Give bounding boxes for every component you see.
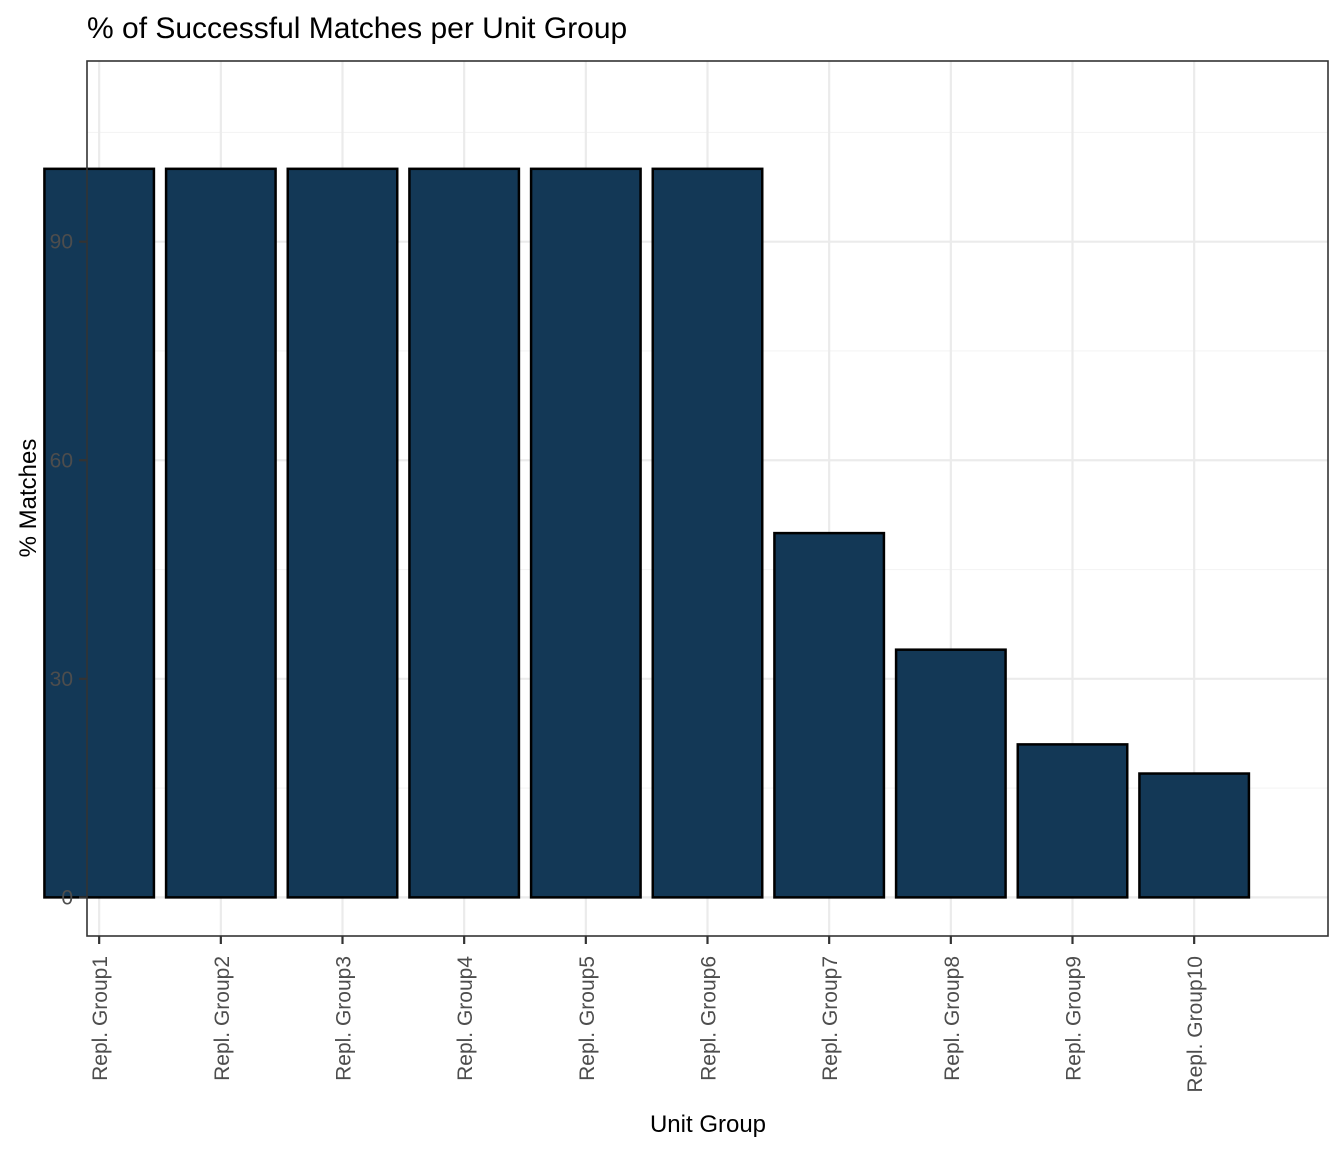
y-tick-label: 0 <box>61 886 73 909</box>
bar-9 <box>1016 743 1129 899</box>
x-tick-label: Repl. Group4 <box>454 956 477 1081</box>
bar-2 <box>164 167 277 899</box>
bar-6 <box>651 167 764 899</box>
bar-8 <box>894 648 1007 899</box>
y-axis-title: % Matches <box>15 439 42 558</box>
x-axis: Repl. Group1 Repl. Group2 Repl. Group3 Repl… <box>89 936 1207 1093</box>
x-tick-label: Repl. Group8 <box>941 956 964 1081</box>
x-tick-label: Repl. Group7 <box>819 956 842 1081</box>
y-tick-label: 60 <box>50 449 73 472</box>
bar-10 <box>1138 772 1251 899</box>
bar-5 <box>529 167 642 899</box>
x-tick-label: Repl. Group1 <box>89 956 112 1081</box>
x-tick-label: Repl. Group10 <box>1184 956 1207 1093</box>
y-axis: 0 30 60 90 <box>50 231 87 909</box>
x-tick-label: Repl. Group6 <box>698 956 721 1081</box>
x-tick-label: Repl. Group3 <box>333 956 356 1081</box>
bar-1 <box>43 167 156 899</box>
bar-3 <box>286 167 399 899</box>
x-tick-label: Repl. Group9 <box>1063 956 1086 1081</box>
bar-7 <box>773 531 886 899</box>
bar-4 <box>408 167 521 899</box>
y-tick-label: 30 <box>50 668 73 691</box>
chart-title: % of Successful Matches per Unit Group <box>87 12 627 45</box>
x-tick-label: Repl. Group2 <box>211 956 234 1081</box>
x-axis-title: Unit Group <box>650 1111 766 1138</box>
bars <box>43 167 1251 899</box>
x-tick-label: Repl. Group5 <box>576 956 599 1081</box>
y-tick-label: 90 <box>50 231 73 254</box>
